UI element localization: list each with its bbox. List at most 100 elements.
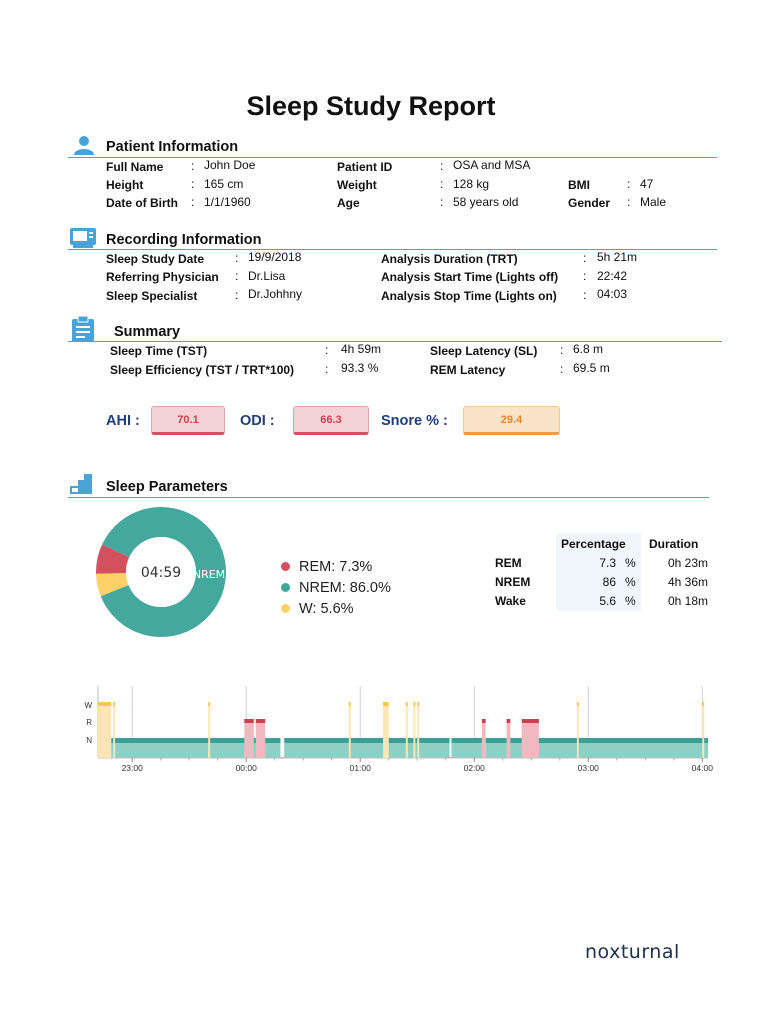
report-title: Sleep Study Report <box>246 91 496 121</box>
study-date-value: 19/9/2018 <box>248 250 302 264</box>
hypnogram-x-label: 03:00 <box>578 763 600 773</box>
wake-period-marker <box>208 702 211 706</box>
wake-period-marker <box>348 702 351 706</box>
person-icon <box>73 135 95 155</box>
parameters-divider <box>68 497 709 498</box>
summary-heading: Summary <box>114 324 181 340</box>
wake-period-fill <box>208 705 211 758</box>
rem-period-fill <box>481 722 486 758</box>
donut-hole <box>126 537 196 607</box>
tst-value: 4h 59m <box>341 342 382 356</box>
hypnogram-y-label: R <box>86 718 92 727</box>
wake-period-fill <box>113 705 116 758</box>
height-label: Height <box>106 178 144 192</box>
hypnogram-x-label: 04:00 <box>692 763 714 773</box>
ahi-label: AHI : <box>106 413 140 429</box>
full-name-value: John Doe <box>204 158 256 172</box>
tst-label: Sleep Time (TST) <box>110 344 208 358</box>
wake-period-marker <box>383 702 389 706</box>
donut-slice-rem <box>96 544 130 574</box>
patient-info-heading: Patient Information <box>106 139 239 155</box>
monitor-icon <box>70 228 96 248</box>
table-row-nrem-pct: 86 <box>602 575 616 589</box>
latency-value: 6.8 m <box>573 342 604 356</box>
nrem-legend-dot <box>281 583 290 592</box>
rem-latency-label: REM Latency <box>430 363 506 377</box>
patient-id-label: Patient ID <box>337 160 393 174</box>
odi-value-badge: 66.3 <box>293 406 369 435</box>
hypnogram-x-label: 01:00 <box>350 763 372 773</box>
legend-item-rem: REM: 7.3% <box>281 556 391 577</box>
sleep-stage-donut-chart: 04:59 NREM <box>96 507 226 637</box>
recording-info-heading: Recording Information <box>106 232 262 248</box>
rem-period-marker <box>244 719 254 723</box>
wake-period-fill <box>405 705 408 758</box>
table-row-rem-label: REM <box>495 556 522 570</box>
wake-period-fill <box>348 705 351 758</box>
table-row-nrem-duration: 4h 36m <box>667 575 708 589</box>
patient-id-value: OSA and MSA <box>453 158 531 172</box>
hypnogram-y-label: W <box>84 701 92 710</box>
hypnogram-x-label: 23:00 <box>122 763 144 773</box>
dob-label: Date of Birth <box>106 196 178 210</box>
age-label: Age <box>337 196 360 210</box>
duration-header: Duration <box>649 537 699 551</box>
duration-value: 5h 21m <box>597 250 638 264</box>
hypnogram-chart: WRN 23:00 00:00 01:00 02:00 03:00 04:00 <box>84 686 714 773</box>
rem-legend-dot <box>281 562 290 571</box>
recording-divider <box>68 249 717 250</box>
start-time-label: Analysis Start Time (Lights off) <box>381 270 559 284</box>
noxturnal-logo: noxturnal <box>585 941 680 963</box>
nrem-line <box>98 738 708 743</box>
wake-period-fill <box>417 705 420 758</box>
rem-period-marker <box>481 719 486 723</box>
specialist-value: Dr.Johhny <box>248 287 303 301</box>
table-row-nrem-unit: % <box>625 575 636 589</box>
height-value: 165 cm <box>204 177 244 191</box>
specialist-label: Sleep Specialist <box>106 289 198 303</box>
hypnogram-x-label: 02:00 <box>464 763 486 773</box>
percentage-header: Percentage <box>561 537 626 551</box>
ahi-value-badge: 70.1 <box>151 406 225 435</box>
wake-period-marker <box>702 702 705 706</box>
rem-period-marker <box>255 719 266 723</box>
wake-period-fill <box>98 705 112 758</box>
wake-period-marker <box>413 702 416 706</box>
full-name-label: Full Name <box>106 160 164 174</box>
physician-label: Referring Physician <box>106 270 219 284</box>
wake-period-marker <box>417 702 420 706</box>
table-row-rem-pct: 7.3 <box>599 556 616 570</box>
table-row-wake-pct: 5.6 <box>599 594 616 608</box>
gender-label: Gender <box>568 196 611 210</box>
gender-value: Male <box>640 195 667 209</box>
donut-legend: REM: 7.3% NREM: 86.0% W: 5.6% <box>281 556 391 619</box>
physician-value: Dr.Lisa <box>248 269 286 283</box>
wake-period-fill <box>702 705 705 758</box>
table-row-wake-duration: 0h 18m <box>667 594 708 608</box>
summary-divider <box>68 341 722 342</box>
table-row-wake-unit: % <box>625 594 636 608</box>
wake-legend-dot <box>281 604 290 613</box>
table-row-wake-label: Wake <box>495 594 526 608</box>
bmi-label: BMI <box>568 178 590 192</box>
rem-period-fill <box>521 722 539 758</box>
percentage-column-bg <box>556 533 641 611</box>
snore-label: Snore % : <box>381 413 448 429</box>
wake-period-fill <box>413 705 416 758</box>
legend-item-wake: W: 5.6% <box>281 598 391 619</box>
table-row-rem-duration: 0h 23m <box>667 556 708 570</box>
hypnogram-y-label: N <box>86 736 92 745</box>
bmi-value: 47 <box>640 177 654 191</box>
stop-time-value: 04:03 <box>597 287 628 301</box>
legend-item-nrem: NREM: 86.0% <box>281 577 391 598</box>
sleep-parameters-heading: Sleep Parameters <box>106 479 228 495</box>
donut-slice-label: NREM <box>193 568 225 581</box>
wake-period-marker <box>98 702 112 706</box>
snore-value-badge: 29.4 <box>463 406 560 435</box>
start-time-value: 22:42 <box>597 269 628 283</box>
hypnogram-gap <box>449 737 452 757</box>
wake-period-marker <box>576 702 579 706</box>
rem-latency-value: 69.5 m <box>573 361 610 375</box>
rem-period-marker <box>506 719 511 723</box>
clipboard-icon <box>72 316 94 342</box>
